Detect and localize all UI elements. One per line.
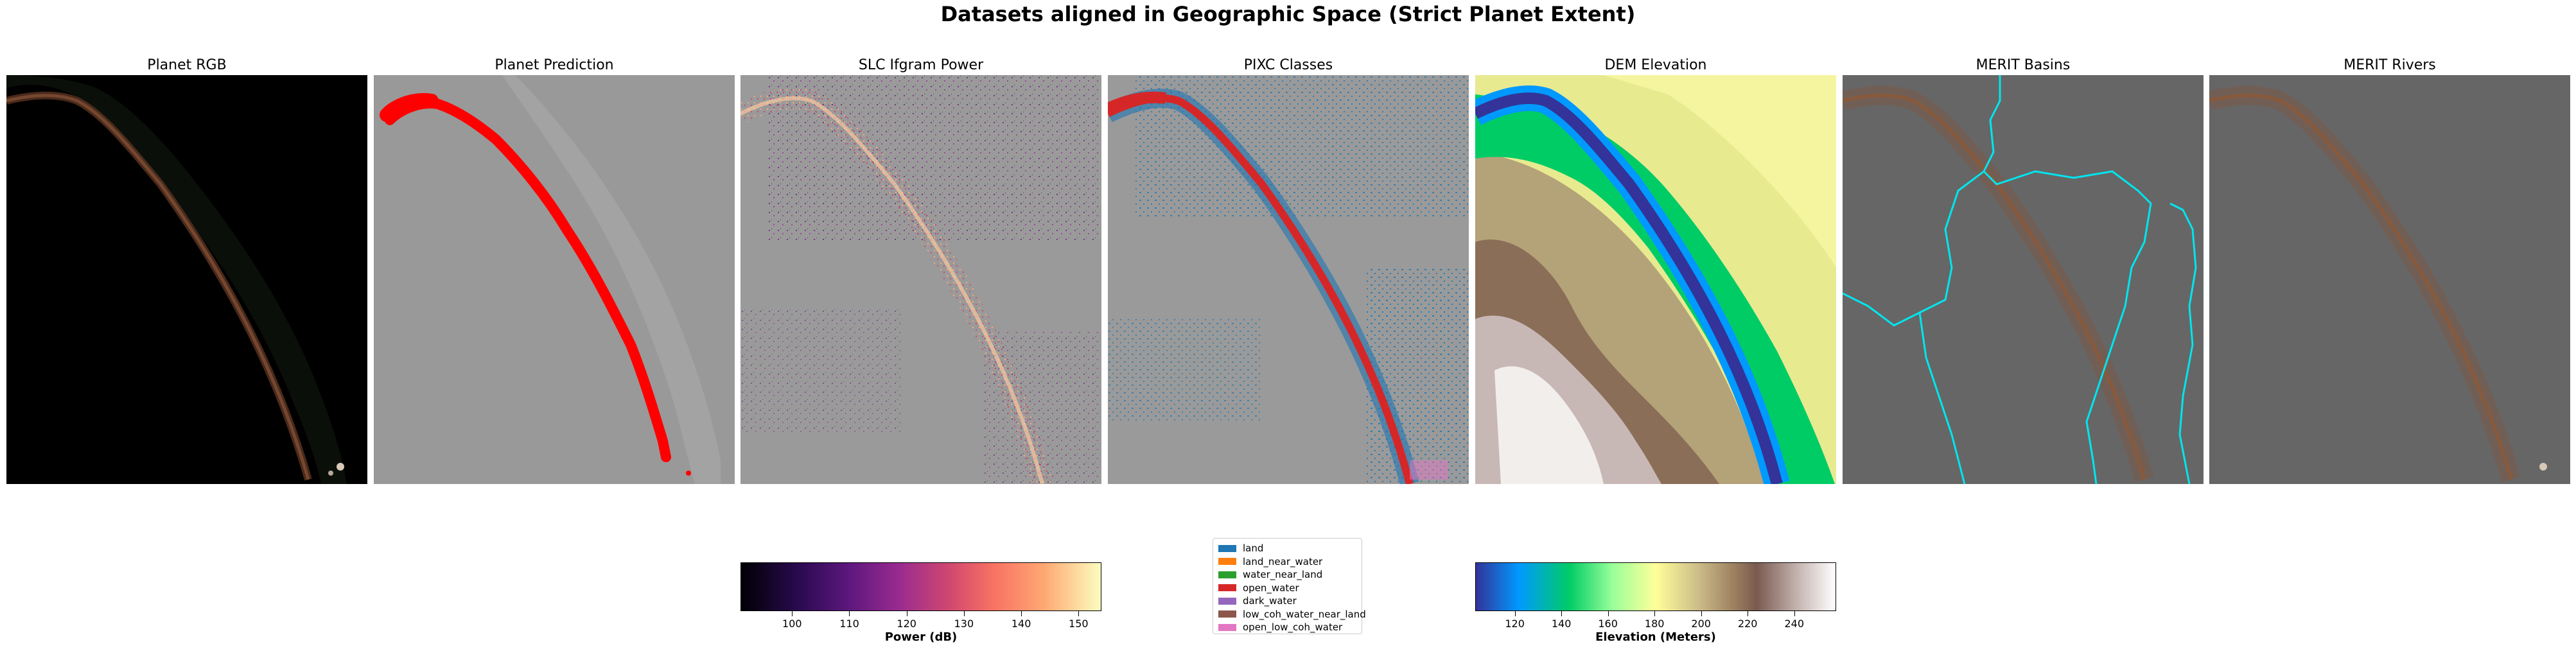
elevation-colorbar xyxy=(1475,562,1836,611)
legend-item-open-water: open_water xyxy=(1218,582,1356,595)
power-colorbar-tick-label: 140 xyxy=(1011,618,1031,630)
power-colorbar-tick-label: 120 xyxy=(897,618,916,630)
power-colorbar-tick-mark xyxy=(963,611,965,616)
legend-label: open_low_coh_water xyxy=(1243,621,1343,634)
elevation-colorbar-label: Elevation (Meters) xyxy=(1595,630,1716,644)
elevation-colorbar-tick-label: 120 xyxy=(1505,618,1525,630)
legend-label: land xyxy=(1243,542,1264,555)
legend-item-open-low-coh-water: open_low_coh_water xyxy=(1218,621,1356,634)
legend-label: land_near_water xyxy=(1243,555,1323,567)
legend-swatch xyxy=(1218,584,1236,592)
legend-swatch xyxy=(1218,597,1236,605)
elevation-colorbar-tick-mark xyxy=(1794,611,1795,616)
panel-title-planet-rgb: Planet RGB xyxy=(147,57,227,73)
elevation-colorbar-tick-label: 240 xyxy=(1784,618,1804,630)
pixc-classes-legend: land land_near_water water_near_land open_w… xyxy=(1213,538,1366,634)
legend-swatch xyxy=(1218,610,1236,618)
merit-basins-image xyxy=(1843,75,2204,484)
legend-label: water_near_land xyxy=(1243,569,1323,581)
panel-title-planet-prediction: Planet Prediction xyxy=(495,57,614,73)
planet-prediction-image xyxy=(374,75,735,484)
power-colorbar-label: Power (dB) xyxy=(884,630,958,644)
legend-item-dark-water: dark_water xyxy=(1218,594,1356,608)
legend-label: low_coh_water_near_land xyxy=(1243,608,1366,620)
power-colorbar-tick-label: 100 xyxy=(782,618,802,630)
legend-swatch xyxy=(1218,544,1236,552)
panel-title-pixc-classes: PIXC Classes xyxy=(1243,57,1333,73)
elevation-colorbar-tick-mark xyxy=(1561,611,1563,616)
power-colorbar-tick-mark xyxy=(849,611,850,616)
elevation-colorbar-tick-label: 220 xyxy=(1737,618,1758,630)
legend-label: dark_water xyxy=(1243,595,1297,607)
elevation-colorbar-tick-label: 180 xyxy=(1644,618,1665,630)
elevation-colorbar-tick-label: 140 xyxy=(1551,618,1572,630)
power-colorbar-tick-mark xyxy=(1021,611,1022,616)
legend-label: open_water xyxy=(1243,582,1299,594)
elevation-colorbar-tick-mark xyxy=(1514,611,1516,616)
elevation-colorbar-tick-mark xyxy=(1701,611,1702,616)
power-colorbar-tick-mark xyxy=(1078,611,1080,616)
legend-item-land: land xyxy=(1218,542,1356,555)
slc-ifgram-power-image xyxy=(740,75,1101,484)
power-colorbar xyxy=(740,562,1101,611)
panel-title-merit-rivers: MERIT Rivers xyxy=(2344,57,2436,73)
merit-rivers-image xyxy=(2209,75,2570,484)
legend-swatch xyxy=(1218,571,1236,578)
pixc-classes-image xyxy=(1108,75,1469,484)
legend-swatch xyxy=(1218,623,1236,631)
panel-title-dem-elevation: DEM Elevation xyxy=(1604,57,1707,73)
legend-item-water-near-land: water_near_land xyxy=(1218,568,1356,582)
elevation-colorbar-tick-mark xyxy=(1654,611,1656,616)
legend-swatch xyxy=(1218,558,1236,566)
figure-title: Datasets aligned in Geographic Space (St… xyxy=(940,2,1636,26)
dem-elevation-image xyxy=(1475,75,1836,484)
legend-item-low-coh-water-near-land: low_coh_water_near_land xyxy=(1218,608,1366,621)
power-colorbar-tick-mark xyxy=(792,611,793,616)
legend-item-land-near-water: land_near_water xyxy=(1218,555,1356,569)
power-colorbar-tick-label: 150 xyxy=(1069,618,1089,630)
elevation-colorbar-tick-mark xyxy=(1608,611,1609,616)
panel-title-merit-basins: MERIT Basins xyxy=(1976,57,2071,73)
power-colorbar-tick-label: 110 xyxy=(839,618,859,630)
panel-title-slc-ifgram-power: SLC Ifgram Power xyxy=(858,57,984,73)
power-colorbar-tick-label: 130 xyxy=(954,618,974,630)
planet-rgb-image xyxy=(6,75,367,484)
elevation-colorbar-tick-label: 200 xyxy=(1691,618,1711,630)
elevation-colorbar-tick-label: 160 xyxy=(1598,618,1618,630)
